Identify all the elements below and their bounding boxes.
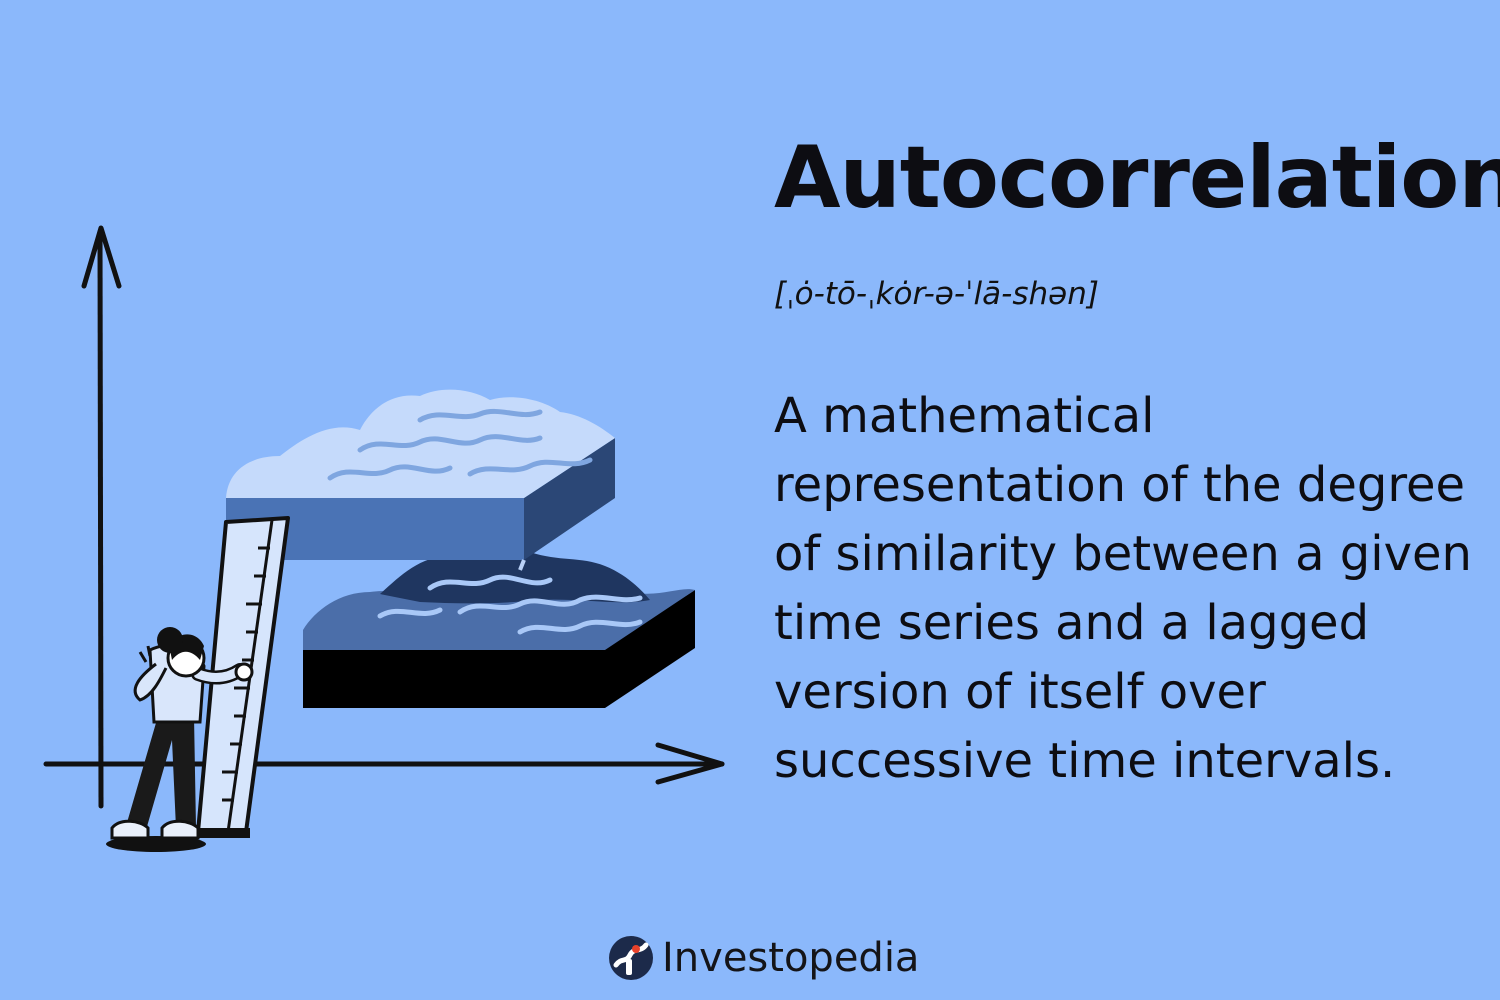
brand-footer: Investopedia bbox=[608, 930, 919, 986]
brand-name: Investopedia bbox=[662, 935, 920, 981]
y-axis-line bbox=[97, 229, 104, 809]
time-series-slab-icon bbox=[226, 389, 615, 571]
investopedia-logo-icon bbox=[609, 936, 653, 980]
x-axis-arrow-icon bbox=[655, 742, 725, 785]
lagged-series-slab-icon bbox=[303, 547, 695, 708]
page-title: Autocorrelation bbox=[774, 128, 1500, 228]
autocorrelation-illustration bbox=[43, 225, 725, 852]
y-axis-arrow-icon bbox=[81, 225, 122, 289]
person-icon bbox=[106, 627, 254, 852]
pronunciation: [ˌȯ-tō-ˌkȯr-ə-ˈlā-shən] bbox=[774, 276, 1099, 312]
definition-text: A mathematical representation of the deg… bbox=[774, 388, 1472, 789]
